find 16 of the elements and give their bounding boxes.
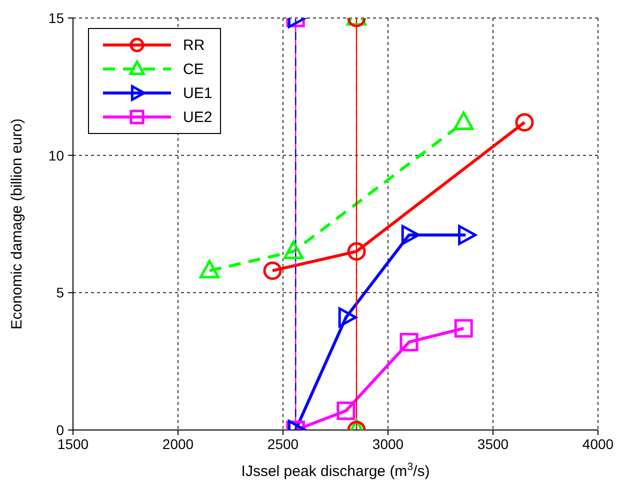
legend-label: UE1 [183, 84, 212, 102]
legend-label: UE2 [183, 108, 212, 126]
y-tick-label: 5 [56, 284, 64, 301]
legend-label: CE [183, 60, 204, 78]
y-tick-label: 15 [48, 10, 64, 26]
y-tick-label: 0 [56, 422, 64, 438]
x-tick-label: 2000 [162, 436, 194, 452]
x-axis-title: IJssel peak discharge (m$^{3}$/s) [241, 461, 430, 480]
x-tick-label: 3000 [372, 436, 404, 452]
legend-label: RR [183, 36, 205, 54]
x-tick-label: 1500 [57, 436, 89, 452]
x-tick-label: 4000 [582, 436, 614, 452]
x-tick-label: 2500 [267, 436, 299, 452]
x-tick-label: 3500 [477, 436, 509, 452]
y-axis-title: Economic damage (billion euro) [8, 118, 26, 330]
y-tick-label: 10 [48, 147, 64, 164]
